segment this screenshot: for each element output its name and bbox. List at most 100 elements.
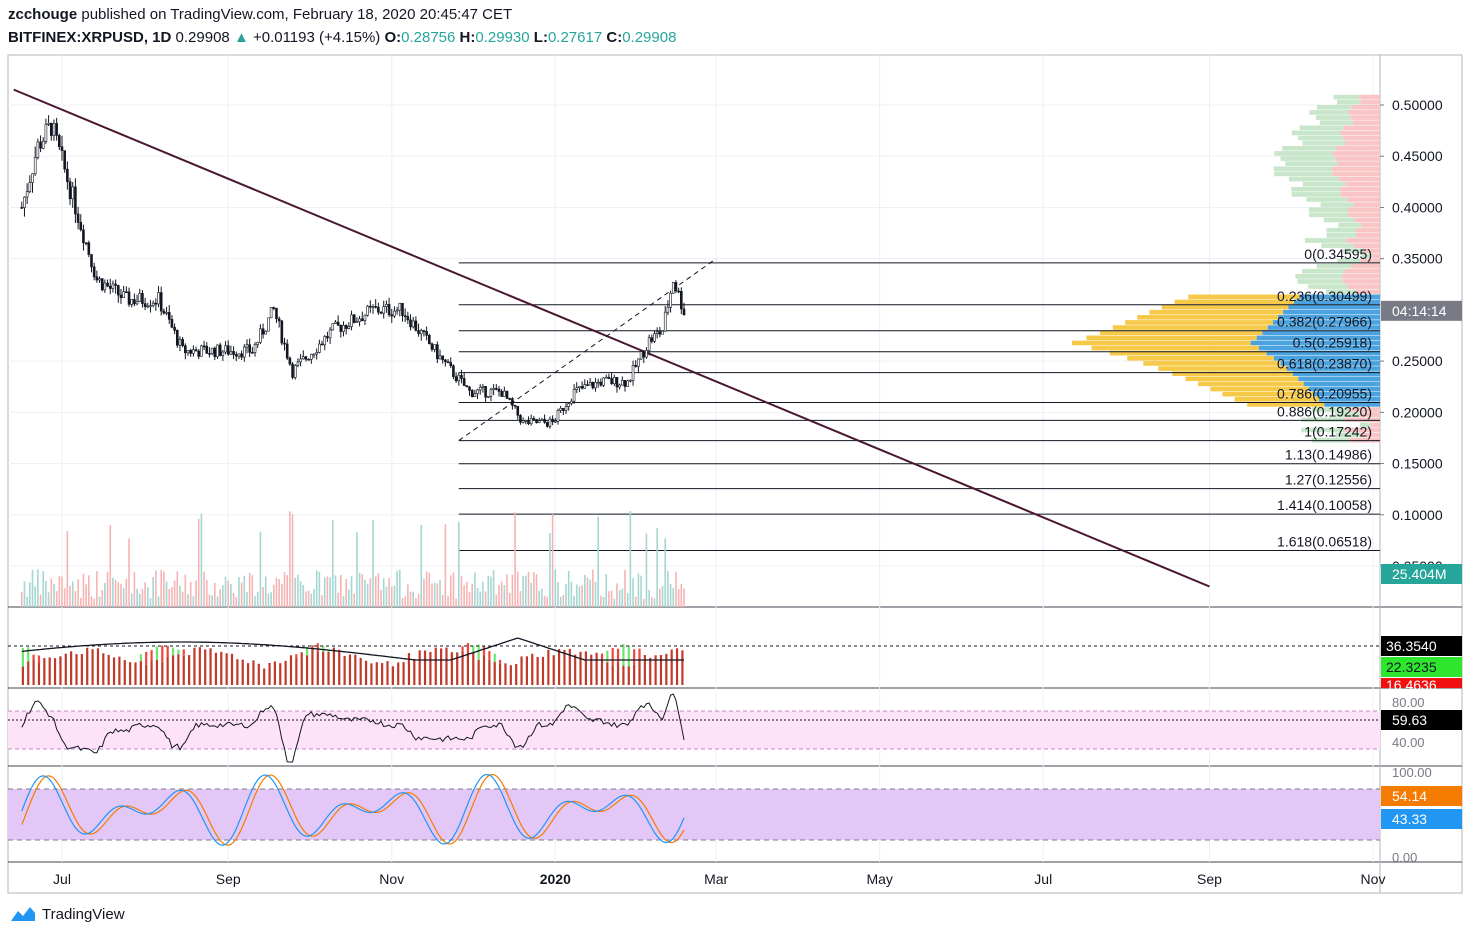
open-value: 0.28756	[401, 29, 456, 46]
dmi-minus-value: 16.4636	[1386, 677, 1437, 693]
symbol-name[interactable]: BITFINEX:XRPUSD, 1D	[8, 29, 172, 46]
dmi-minus-bar	[445, 647, 448, 685]
volume-bar	[58, 576, 61, 607]
volume-bar	[415, 598, 417, 607]
dmi-minus-bar	[364, 660, 368, 685]
volume-bar	[675, 571, 677, 607]
dmi-minus-bar	[627, 666, 630, 685]
volume-bar	[396, 570, 398, 607]
volume-bar	[189, 581, 192, 607]
dmi-minus-bar	[171, 655, 175, 685]
time-axis-label: Sep	[216, 871, 241, 887]
candle-body	[95, 276, 99, 281]
volume-bar	[449, 575, 452, 607]
volume-profile-bar	[1266, 350, 1380, 356]
volume-bar	[482, 581, 484, 607]
volume-profile-bar	[1222, 391, 1314, 397]
volume-bar	[388, 577, 390, 607]
volume-profile-bar	[1304, 238, 1347, 243]
candle-body	[468, 386, 471, 391]
dmi-minus-bar	[27, 661, 30, 685]
volume-profile-bar	[1127, 355, 1274, 361]
volume-bar	[55, 591, 58, 607]
dmi-minus-bar	[563, 649, 566, 685]
candle-body	[100, 278, 104, 291]
candle-body	[221, 351, 225, 356]
volume-bar	[128, 538, 130, 607]
volume-bar	[404, 596, 406, 607]
candle-body	[162, 310, 166, 314]
dmi-minus-bar	[112, 657, 116, 685]
dmi-minus-bar	[204, 649, 207, 685]
candle-body	[591, 381, 595, 389]
candle-body	[280, 320, 284, 344]
candle-body	[621, 380, 624, 386]
chart-frame	[7, 54, 1463, 894]
volume-bar	[112, 577, 114, 607]
dmi-minus-bar	[129, 662, 132, 685]
candle-body	[326, 336, 329, 339]
candle-body	[84, 242, 88, 245]
dmi-plus-bar	[322, 645, 325, 652]
dmi-minus-bar	[118, 656, 121, 685]
author-name[interactable]: zcchouge	[8, 6, 78, 23]
time-axis-label: May	[866, 871, 892, 887]
dmi-minus-bar	[466, 653, 470, 685]
candle-body	[194, 349, 198, 352]
volume-profile-bar	[1360, 258, 1380, 264]
volume-bar	[133, 571, 136, 607]
volume-bar	[235, 596, 238, 607]
stoch-level-label: 100.00	[1392, 765, 1432, 780]
dmi-plus-bar	[21, 647, 24, 667]
volume-bar	[29, 582, 31, 607]
volume-profile-bar	[1086, 335, 1257, 341]
candle-body	[403, 315, 407, 317]
volume-bar	[624, 569, 626, 607]
volume-bar	[417, 593, 420, 607]
volume-bar	[393, 585, 396, 607]
volume-bar	[176, 571, 179, 607]
dmi-minus-bar	[461, 651, 464, 685]
volume-profile-bar	[1343, 248, 1364, 254]
dmi-minus-bar	[246, 663, 250, 685]
volume-bar	[608, 591, 610, 607]
volume-profile-bar	[1343, 135, 1380, 141]
dmi-plus-bar	[606, 650, 609, 663]
candle-body	[610, 378, 613, 385]
volume-profile-bar	[1311, 407, 1350, 412]
fib-level-label: 0(0.34595)	[1304, 246, 1372, 262]
dmi-minus-bar	[568, 648, 571, 685]
candle-body	[393, 310, 396, 317]
candle-body	[87, 242, 91, 255]
volume-profile-bar	[1352, 120, 1380, 125]
candle-body	[607, 376, 611, 379]
volume-bar	[372, 519, 374, 607]
volume-bar	[637, 573, 640, 607]
dmi-minus-bar	[263, 668, 266, 685]
low-label: L:	[533, 29, 548, 46]
candle-body	[36, 141, 40, 158]
dmi-minus-bar	[43, 658, 46, 685]
candle-body	[438, 355, 442, 360]
candle-body	[310, 354, 313, 360]
candle-body	[275, 307, 278, 320]
candle-body	[60, 146, 64, 151]
volume-profile-bar	[1353, 243, 1380, 248]
candle-body	[473, 393, 477, 397]
volume-profile-bar	[1303, 381, 1380, 387]
volume-bar	[82, 573, 85, 607]
tradingview-brand[interactable]: TradingView	[42, 905, 125, 923]
volume-profile-bar	[1288, 304, 1380, 310]
volume-bar	[275, 577, 278, 607]
volume-bar	[152, 577, 154, 607]
dmi-minus-bar	[48, 657, 51, 685]
candle-body	[315, 352, 318, 355]
volume-profile-bar	[1351, 263, 1380, 269]
volume-bar	[452, 572, 455, 607]
fib-level-label: 1.27(0.12556)	[1285, 472, 1372, 488]
candle-body	[470, 390, 474, 397]
volume-bar	[516, 571, 519, 607]
volume-profile-bar	[1198, 381, 1304, 387]
stoch-band	[8, 789, 1380, 840]
